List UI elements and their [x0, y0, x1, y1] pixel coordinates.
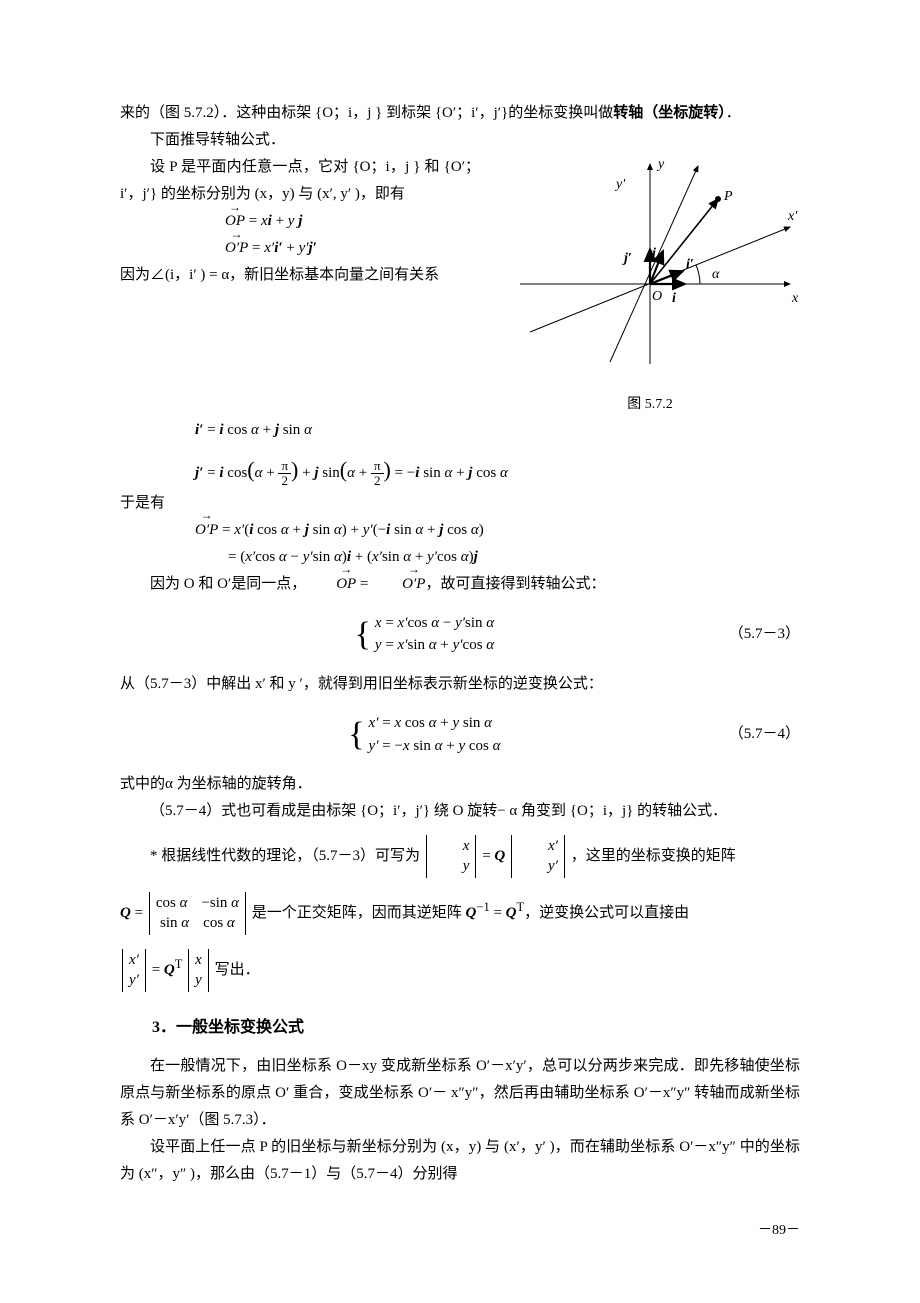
paragraph-12: x′y′ = QT xy 写出．: [120, 949, 800, 992]
paragraph-11: Q = cos α−sin α sin αcos α 是一个正交矩阵，因而其逆矩…: [120, 892, 800, 935]
equation-5-7-3: { x = x′cos α − y′sin α y = x′sin α + y′…: [120, 604, 800, 665]
paragraph-9: （5.7－4）式也可看成是由标架 {O；i′，j′} 绕 O 旋转− α 角变到…: [120, 798, 800, 825]
rotation-diagram-svg: x y x′ y′ i j i′ j′ P α: [500, 154, 800, 374]
paragraph-10: * 根据线性代数的理论，（5.7－3）可写为 xy = Q x′y′ ，这里的坐…: [120, 835, 800, 878]
svg-text:y: y: [656, 157, 665, 172]
svg-text:P: P: [723, 189, 733, 204]
svg-text:i: i: [672, 291, 676, 306]
paragraph-8: 式中的α 为坐标轴的旋转角．: [120, 771, 800, 798]
eq-j-prime: j′ = i cos(α + π2) + j sin(α + π2) = −i …: [195, 450, 800, 490]
svg-text:j′: j′: [622, 251, 632, 266]
paragraph-2: 下面推导转轴公式．: [120, 127, 800, 154]
svg-text:α: α: [712, 267, 720, 282]
eq-number-573: （5.7－3）: [729, 621, 800, 648]
svg-text:i′: i′: [686, 257, 694, 272]
paragraph-7: 从（5.7－3）中解出 x′ 和 y ′，就得到用旧坐标表示新坐标的逆变换公式：: [120, 671, 800, 698]
paragraph-3: 设 P 是平面内任意一点，它对 {O；i，j } 和 {O′；i′，j′} 的坐…: [120, 154, 480, 208]
figure-caption: 图 5.7.2: [500, 392, 800, 417]
paragraph-5: 于是有: [120, 490, 800, 517]
left-text-column: 设 P 是平面内任意一点，它对 {O；i，j } 和 {O′；i′，j′} 的坐…: [120, 154, 480, 289]
paragraph-6: 因为 O 和 O′是同一点，OP = O′P，故可直接得到转轴公式：: [120, 571, 800, 598]
text-figure-row: 设 P 是平面内任意一点，它对 {O；i，j } 和 {O′；i′，j′} 的坐…: [120, 154, 800, 417]
paragraph-13: 在一般情况下，由旧坐标系 O－xy 变成新坐标系 O′－x′y′，总可以分两步来…: [120, 1053, 800, 1134]
figure-572: x y x′ y′ i j i′ j′ P α: [500, 154, 800, 417]
svg-text:x: x: [791, 291, 799, 306]
eq-expand-1: O′P = x′(i cos α + j sin α) + y′(−i sin …: [195, 517, 800, 544]
equation-5-7-4: { x′ = x cos α + y sin α y′ = −x sin α +…: [120, 704, 800, 765]
paragraph-4: 因为∠(i，i′ ) = α，新旧坐标基本向量之间有关系: [120, 262, 480, 289]
page-number: －89－: [120, 1218, 800, 1243]
paragraph-1: 来的（图 5.7.2）．这种由标架 {O；i，j } 到标架 {O′；i′，j′…: [120, 100, 800, 127]
eq-i-prime: i′ = i cos α + j sin α: [195, 417, 800, 444]
svg-text:x′: x′: [787, 209, 798, 224]
paragraph-14: 设平面上任一点 P 的旧坐标与新坐标分别为 (x，y) 与 (x′，y′ )，而…: [120, 1134, 800, 1188]
heading-3-general-transform: 3．一般坐标变换公式: [152, 1014, 800, 1043]
svg-text:O: O: [652, 289, 662, 304]
svg-text:y′: y′: [614, 177, 626, 192]
eq-op2: O′P = x′i′ + y′j′: [225, 235, 480, 262]
eq-op1: OP = xi + y j: [225, 208, 480, 235]
eq-number-574: （5.7－4）: [729, 721, 800, 748]
